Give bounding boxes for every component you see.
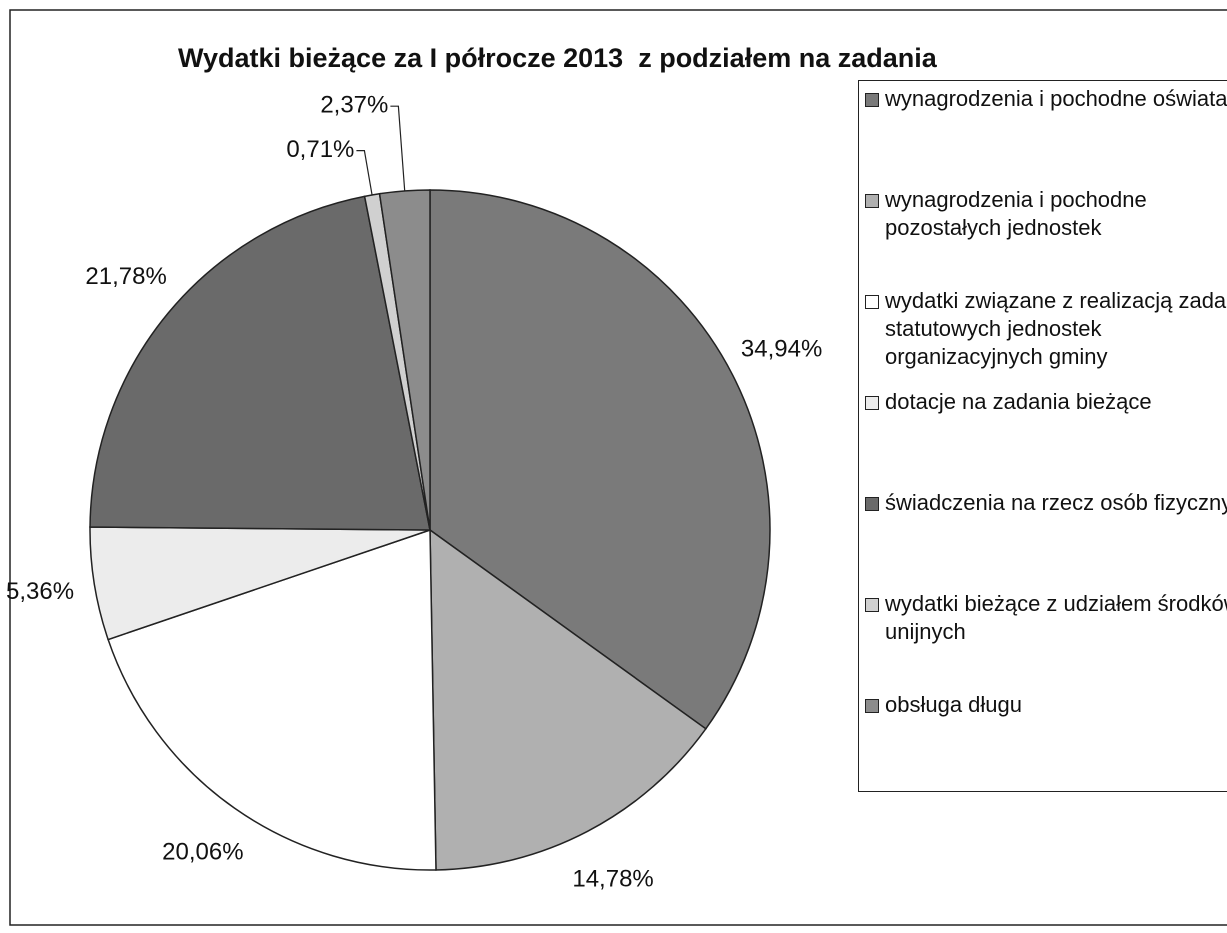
pie-slice bbox=[378, 189, 431, 531]
legend-swatch bbox=[865, 396, 879, 410]
data-label: 2,37% bbox=[320, 92, 388, 119]
leader-line bbox=[390, 105, 406, 191]
legend-label: dotacje na zadania bieżące bbox=[885, 389, 1152, 414]
pie bbox=[89, 105, 771, 871]
data-label: 0,71% bbox=[286, 136, 354, 163]
legend-swatch bbox=[865, 598, 879, 612]
pie-slice bbox=[89, 195, 431, 531]
legend-label: wynagrodzenia i pochodne pozostałych jed… bbox=[885, 187, 1147, 240]
legend-swatch bbox=[865, 497, 879, 511]
data-label: 20,06% bbox=[162, 839, 243, 866]
chart-frame bbox=[9, 9, 1227, 926]
legend-label: wydatki bieżące z udziałem środków unijn… bbox=[885, 591, 1227, 644]
data-label: 14,78% bbox=[572, 865, 653, 892]
data-label: 21,78% bbox=[85, 263, 166, 290]
legend-item: obsługa długu bbox=[865, 691, 1227, 792]
legend-swatch bbox=[865, 194, 879, 208]
legend-item: świadczenia na rzecz osób fizycznych bbox=[865, 489, 1227, 590]
leader-line bbox=[356, 150, 373, 196]
legend-label: wydatki związane z realizacją zadań stat… bbox=[885, 288, 1227, 369]
legend-swatch bbox=[865, 93, 879, 107]
chart-title: Wydatki bieżące za I półrocze 2013 z pod… bbox=[178, 43, 938, 73]
legend-item: wydatki związane z realizacją zadań stat… bbox=[865, 287, 1227, 388]
data-label: 34,94% bbox=[741, 335, 822, 362]
pie-slice bbox=[429, 528, 707, 871]
legend-item: wynagrodzenia i pochodne pozostałych jed… bbox=[865, 186, 1227, 287]
legend-label: wynagrodzenia i pochodne oświata bbox=[885, 86, 1227, 111]
legend-label: świadczenia na rzecz osób fizycznych bbox=[885, 490, 1227, 515]
pie-slice bbox=[107, 528, 437, 871]
data-label: 5,36% bbox=[6, 578, 74, 605]
pie-slice bbox=[429, 189, 771, 730]
legend-label: obsługa długu bbox=[885, 692, 1023, 717]
legend-swatch bbox=[865, 699, 879, 713]
legend-item: dotacje na zadania bieżące bbox=[865, 388, 1227, 489]
legend-swatch bbox=[865, 295, 879, 309]
legend: wynagrodzenia i pochodne oświata wynagrod… bbox=[858, 80, 1227, 792]
legend-item: wydatki bieżące z udziałem środków unijn… bbox=[865, 590, 1227, 691]
legend-item: wynagrodzenia i pochodne oświata bbox=[865, 85, 1227, 186]
